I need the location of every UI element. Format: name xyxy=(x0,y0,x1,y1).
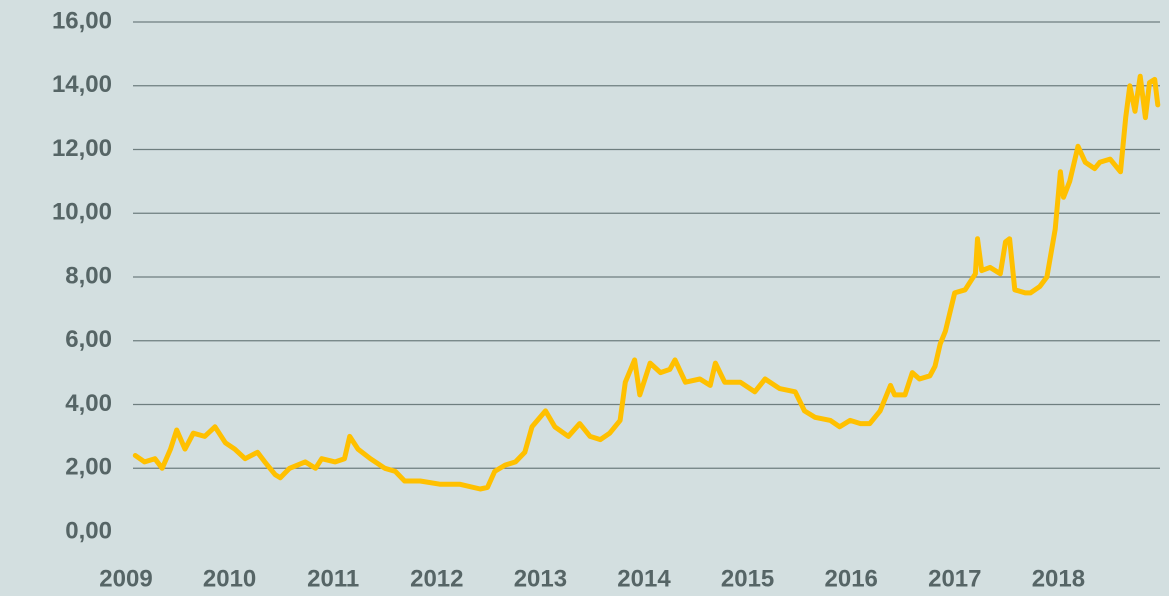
y-tick-label: 6,00 xyxy=(65,326,112,353)
x-tick-label: 2010 xyxy=(203,565,256,592)
y-tick-label: 2,00 xyxy=(65,454,112,481)
x-tick-label: 2016 xyxy=(825,565,878,592)
x-tick-label: 2012 xyxy=(410,565,463,592)
x-tick-label: 2009 xyxy=(99,565,152,592)
y-tick-label: 0,00 xyxy=(65,517,112,544)
x-tick-label: 2011 xyxy=(307,565,359,592)
x-tick-label: 2015 xyxy=(721,565,774,592)
x-tick-label: 2017 xyxy=(928,565,981,592)
y-tick-label: 16,00 xyxy=(52,7,112,34)
x-tick-label: 2013 xyxy=(514,565,567,592)
y-tick-label: 12,00 xyxy=(52,135,112,162)
data-line xyxy=(132,73,1161,492)
y-tick-label: 14,00 xyxy=(52,71,112,98)
x-tick-label: 2018 xyxy=(1032,565,1085,592)
x-tick-label: 2014 xyxy=(617,565,671,592)
y-tick-label: 4,00 xyxy=(65,390,112,417)
y-tick-label: 8,00 xyxy=(65,262,112,289)
y-tick-label: 10,00 xyxy=(52,199,112,226)
